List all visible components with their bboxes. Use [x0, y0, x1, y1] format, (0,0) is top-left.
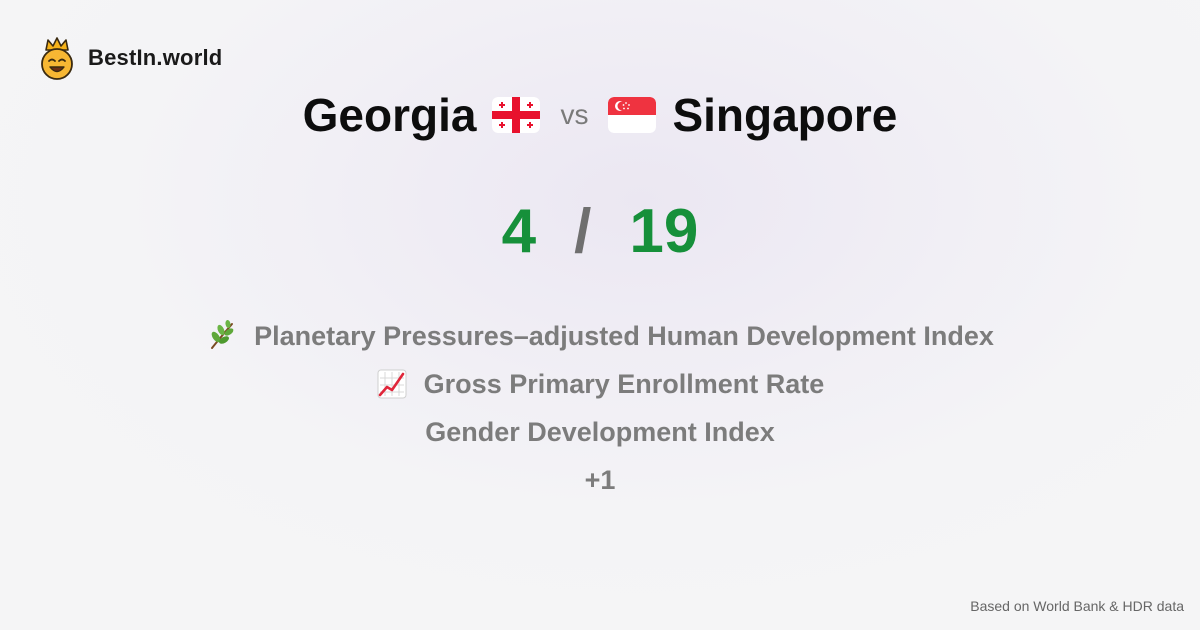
metric-item[interactable]: Gender Development Index — [425, 408, 775, 456]
metric-label: +1 — [584, 464, 616, 495]
score-separator: / — [574, 197, 592, 266]
brand-name: BestIn.world — [88, 45, 223, 70]
metric-label: Gross Primary Enrollment Rate — [423, 368, 825, 399]
metric-item[interactable]: Planetary Pressures–adjusted Human Devel… — [206, 312, 994, 360]
georgia-flag-icon — [492, 97, 541, 133]
score-a: 4 — [501, 197, 537, 266]
metric-item[interactable]: Gross Primary Enrollment Rate — [376, 360, 825, 408]
chart-increasing-icon — [377, 369, 407, 399]
metric-label: Gender Development Index — [425, 416, 775, 447]
country-b-name: Singapore — [672, 89, 898, 141]
singapore-flag-icon — [608, 97, 657, 133]
vs-label: vs — [560, 99, 589, 130]
metric-label: Planetary Pressures–adjusted Human Devel… — [254, 320, 994, 351]
score-b: 19 — [629, 197, 699, 266]
crowned-smiley-icon — [41, 37, 73, 80]
country-a-name: Georgia — [302, 89, 477, 141]
brand[interactable]: BestIn.world — [38, 36, 222, 80]
more-metrics-count[interactable]: +1 — [585, 456, 616, 504]
metrics-list: Planetary Pressures–adjusted Human Devel… — [0, 312, 1200, 504]
data-source-note: Based on World Bank & HDR data — [970, 598, 1184, 614]
score: 4 / 19 — [0, 196, 1200, 267]
herb-icon — [211, 320, 234, 349]
comparison-title: Georgia vs Singapore — [0, 88, 1200, 142]
